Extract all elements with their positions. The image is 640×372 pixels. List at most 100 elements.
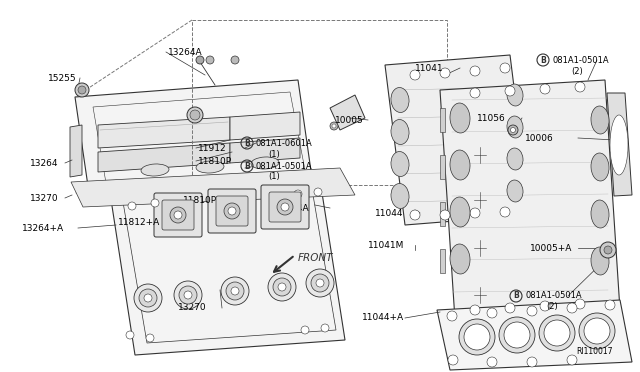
Polygon shape bbox=[230, 112, 300, 140]
Circle shape bbox=[311, 274, 329, 292]
Polygon shape bbox=[437, 300, 632, 370]
Polygon shape bbox=[607, 93, 632, 196]
Circle shape bbox=[575, 82, 585, 92]
Ellipse shape bbox=[391, 87, 409, 112]
Text: 081A1-0501A: 081A1-0501A bbox=[526, 292, 582, 301]
Text: 13264A: 13264A bbox=[168, 48, 203, 57]
Text: 11812+A: 11812+A bbox=[118, 218, 160, 227]
Circle shape bbox=[196, 56, 204, 64]
Text: (2): (2) bbox=[571, 67, 583, 76]
Ellipse shape bbox=[196, 161, 224, 173]
Circle shape bbox=[527, 306, 537, 316]
Circle shape bbox=[584, 318, 610, 344]
Circle shape bbox=[332, 124, 336, 128]
Circle shape bbox=[464, 324, 490, 350]
Polygon shape bbox=[385, 55, 530, 225]
Ellipse shape bbox=[450, 244, 470, 274]
Text: B: B bbox=[244, 138, 250, 148]
Circle shape bbox=[184, 291, 192, 299]
Text: 11912: 11912 bbox=[198, 144, 227, 153]
FancyBboxPatch shape bbox=[216, 196, 248, 226]
Circle shape bbox=[470, 305, 480, 315]
Circle shape bbox=[540, 84, 550, 94]
Circle shape bbox=[447, 311, 457, 321]
Ellipse shape bbox=[450, 103, 470, 133]
Text: 10005: 10005 bbox=[335, 115, 364, 125]
Ellipse shape bbox=[591, 106, 609, 134]
Circle shape bbox=[268, 273, 296, 301]
Text: 081A1-0601A: 081A1-0601A bbox=[256, 138, 313, 148]
Circle shape bbox=[410, 70, 420, 80]
Ellipse shape bbox=[610, 115, 628, 175]
Circle shape bbox=[126, 331, 134, 339]
Text: 11810P: 11810P bbox=[198, 157, 232, 166]
Text: 11056: 11056 bbox=[477, 113, 506, 122]
Text: 11810P: 11810P bbox=[183, 196, 217, 205]
Circle shape bbox=[567, 355, 577, 365]
Text: 081A1-0501A: 081A1-0501A bbox=[553, 55, 610, 64]
Text: 11041: 11041 bbox=[415, 64, 444, 73]
Ellipse shape bbox=[391, 183, 409, 208]
Ellipse shape bbox=[251, 157, 279, 169]
Circle shape bbox=[579, 313, 615, 349]
Polygon shape bbox=[440, 249, 445, 273]
Circle shape bbox=[487, 308, 497, 318]
Circle shape bbox=[470, 88, 480, 98]
Circle shape bbox=[301, 326, 309, 334]
Text: 13264: 13264 bbox=[30, 158, 58, 167]
Text: 10005+A: 10005+A bbox=[530, 244, 572, 253]
Circle shape bbox=[487, 357, 497, 367]
Circle shape bbox=[144, 294, 152, 302]
Circle shape bbox=[273, 278, 291, 296]
Circle shape bbox=[174, 281, 202, 309]
Ellipse shape bbox=[450, 150, 470, 180]
Circle shape bbox=[231, 287, 239, 295]
Circle shape bbox=[316, 279, 324, 287]
Polygon shape bbox=[440, 155, 445, 179]
Circle shape bbox=[604, 246, 612, 254]
Circle shape bbox=[78, 86, 86, 94]
Ellipse shape bbox=[507, 180, 523, 202]
Circle shape bbox=[330, 122, 338, 130]
Polygon shape bbox=[230, 138, 300, 163]
Circle shape bbox=[544, 320, 570, 346]
Circle shape bbox=[231, 56, 239, 64]
Ellipse shape bbox=[507, 116, 523, 138]
Circle shape bbox=[499, 317, 535, 353]
Polygon shape bbox=[70, 125, 82, 177]
Circle shape bbox=[440, 68, 450, 78]
Ellipse shape bbox=[507, 84, 523, 106]
Polygon shape bbox=[440, 80, 620, 320]
Text: 13264+A: 13264+A bbox=[22, 224, 64, 232]
Text: 13270: 13270 bbox=[178, 304, 207, 312]
Circle shape bbox=[511, 128, 515, 132]
Circle shape bbox=[228, 207, 236, 215]
Text: RI110017: RI110017 bbox=[576, 347, 612, 356]
Circle shape bbox=[505, 303, 515, 313]
Text: 10006: 10006 bbox=[525, 134, 554, 142]
Text: B: B bbox=[244, 161, 250, 170]
Text: (1): (1) bbox=[268, 171, 280, 180]
Text: 11041M: 11041M bbox=[368, 241, 404, 250]
Text: 13264A: 13264A bbox=[275, 203, 310, 212]
Circle shape bbox=[567, 303, 577, 313]
Circle shape bbox=[179, 286, 197, 304]
Polygon shape bbox=[110, 180, 345, 355]
Polygon shape bbox=[98, 117, 230, 148]
Circle shape bbox=[75, 83, 89, 97]
Circle shape bbox=[174, 211, 182, 219]
Text: FRONT: FRONT bbox=[298, 253, 333, 263]
Ellipse shape bbox=[507, 148, 523, 170]
Circle shape bbox=[508, 125, 518, 135]
Circle shape bbox=[459, 319, 495, 355]
Circle shape bbox=[206, 56, 214, 64]
FancyBboxPatch shape bbox=[261, 185, 309, 229]
Circle shape bbox=[605, 300, 615, 310]
Circle shape bbox=[294, 190, 302, 198]
Text: 15255: 15255 bbox=[48, 74, 77, 83]
Ellipse shape bbox=[391, 119, 409, 144]
Ellipse shape bbox=[450, 197, 470, 227]
Circle shape bbox=[600, 242, 616, 258]
Polygon shape bbox=[440, 108, 445, 132]
Ellipse shape bbox=[391, 151, 409, 176]
